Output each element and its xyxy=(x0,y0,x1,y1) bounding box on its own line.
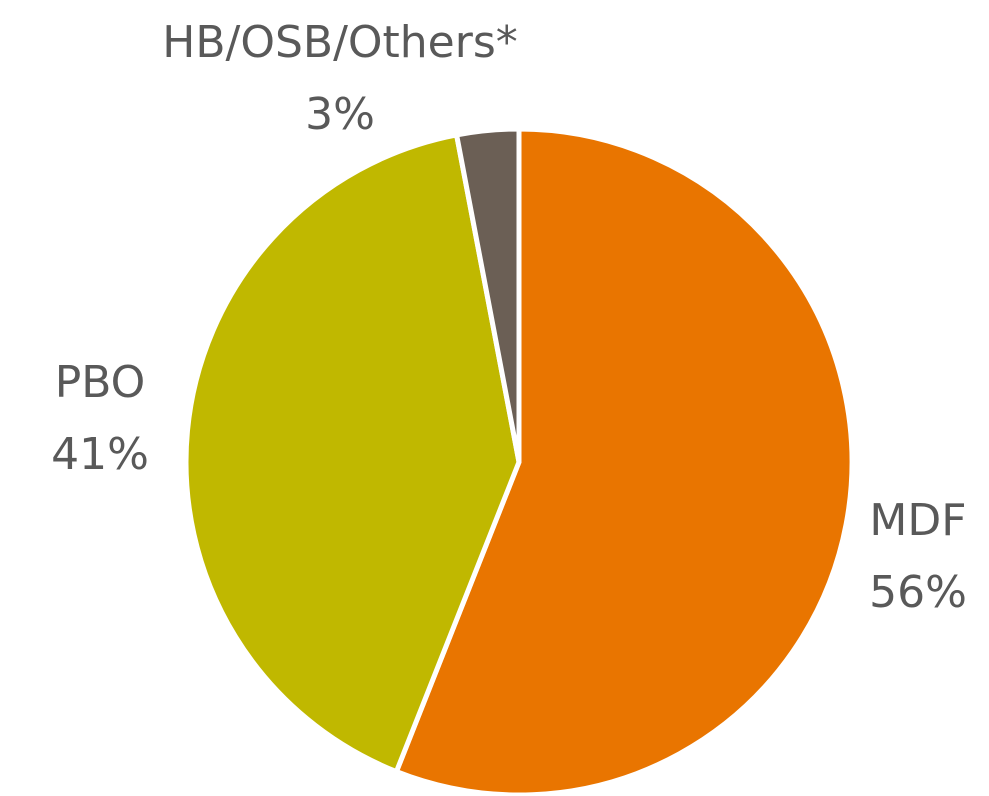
slice-value-label: 56% xyxy=(869,567,967,618)
pie-slice xyxy=(183,132,522,775)
slice-value-label: 41% xyxy=(51,429,149,480)
slice-label: MDF xyxy=(869,495,966,546)
pie-slice xyxy=(454,126,522,465)
slice-value-label: 3% xyxy=(305,89,375,140)
slice-label: HB/OSB/Others* xyxy=(162,17,518,68)
pie-slice xyxy=(393,126,855,796)
slice-label: PBO xyxy=(55,357,146,408)
